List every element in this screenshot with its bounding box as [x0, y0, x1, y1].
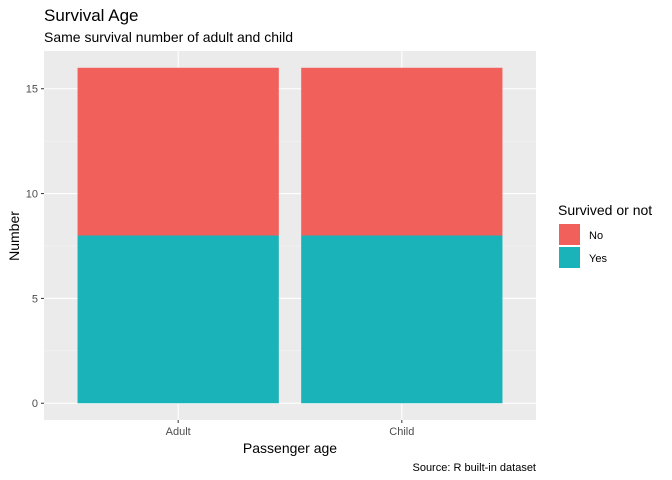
legend-title: Survived or not [558, 202, 652, 218]
y-tick-label: 5 [32, 293, 38, 305]
chart-title: Survival Age [44, 6, 139, 25]
chart-caption: Source: R built-in dataset [412, 462, 536, 474]
x-tick-label: Adult [166, 426, 191, 438]
y-tick-label: 15 [26, 84, 38, 96]
bars [77, 67, 503, 404]
y-axis-title: Number [6, 211, 22, 261]
y-axis-ticks: 0 5 10 15 [26, 84, 44, 410]
x-axis-ticks: Adult Child [166, 420, 414, 438]
bar-child-no [301, 67, 503, 236]
y-tick-label: 0 [32, 398, 38, 410]
legend-items: No Yes [559, 224, 607, 268]
bar-child-yes [301, 235, 503, 404]
y-tick-label: 10 [26, 189, 38, 201]
legend-label-no: No [589, 230, 603, 242]
legend: Survived or not No Yes [558, 202, 652, 268]
legend-swatch-no [559, 224, 580, 245]
bar-adult-yes [77, 235, 279, 404]
legend-label-yes: Yes [589, 253, 607, 265]
legend-swatch-yes [559, 247, 580, 268]
x-tick-label: Child [389, 426, 414, 438]
x-axis-title: Passenger age [243, 440, 337, 456]
bar-adult-no [77, 67, 279, 236]
chart-subtitle: Same survival number of adult and child [44, 29, 293, 45]
